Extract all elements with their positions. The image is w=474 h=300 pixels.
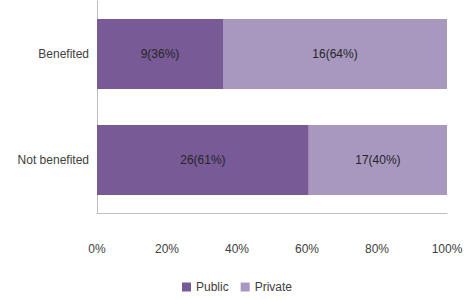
svg-text:20%: 20% (155, 242, 179, 256)
svg-text:60%: 60% (295, 242, 319, 256)
svg-text:9(36%): 9(36%) (141, 47, 180, 61)
svg-text:40%: 40% (225, 242, 249, 256)
svg-text:Public: Public (196, 280, 229, 294)
svg-text:100%: 100% (432, 242, 463, 256)
svg-text:80%: 80% (365, 242, 389, 256)
svg-text:26(61%): 26(61%) (180, 153, 225, 167)
svg-text:16(64%): 16(64%) (312, 47, 357, 61)
svg-text:Not benefited: Not benefited (18, 153, 89, 167)
svg-text:0%: 0% (88, 242, 106, 256)
svg-text:17(40%): 17(40%) (355, 153, 400, 167)
svg-text:Benefited: Benefited (38, 47, 89, 61)
svg-text:Private: Private (255, 280, 293, 294)
